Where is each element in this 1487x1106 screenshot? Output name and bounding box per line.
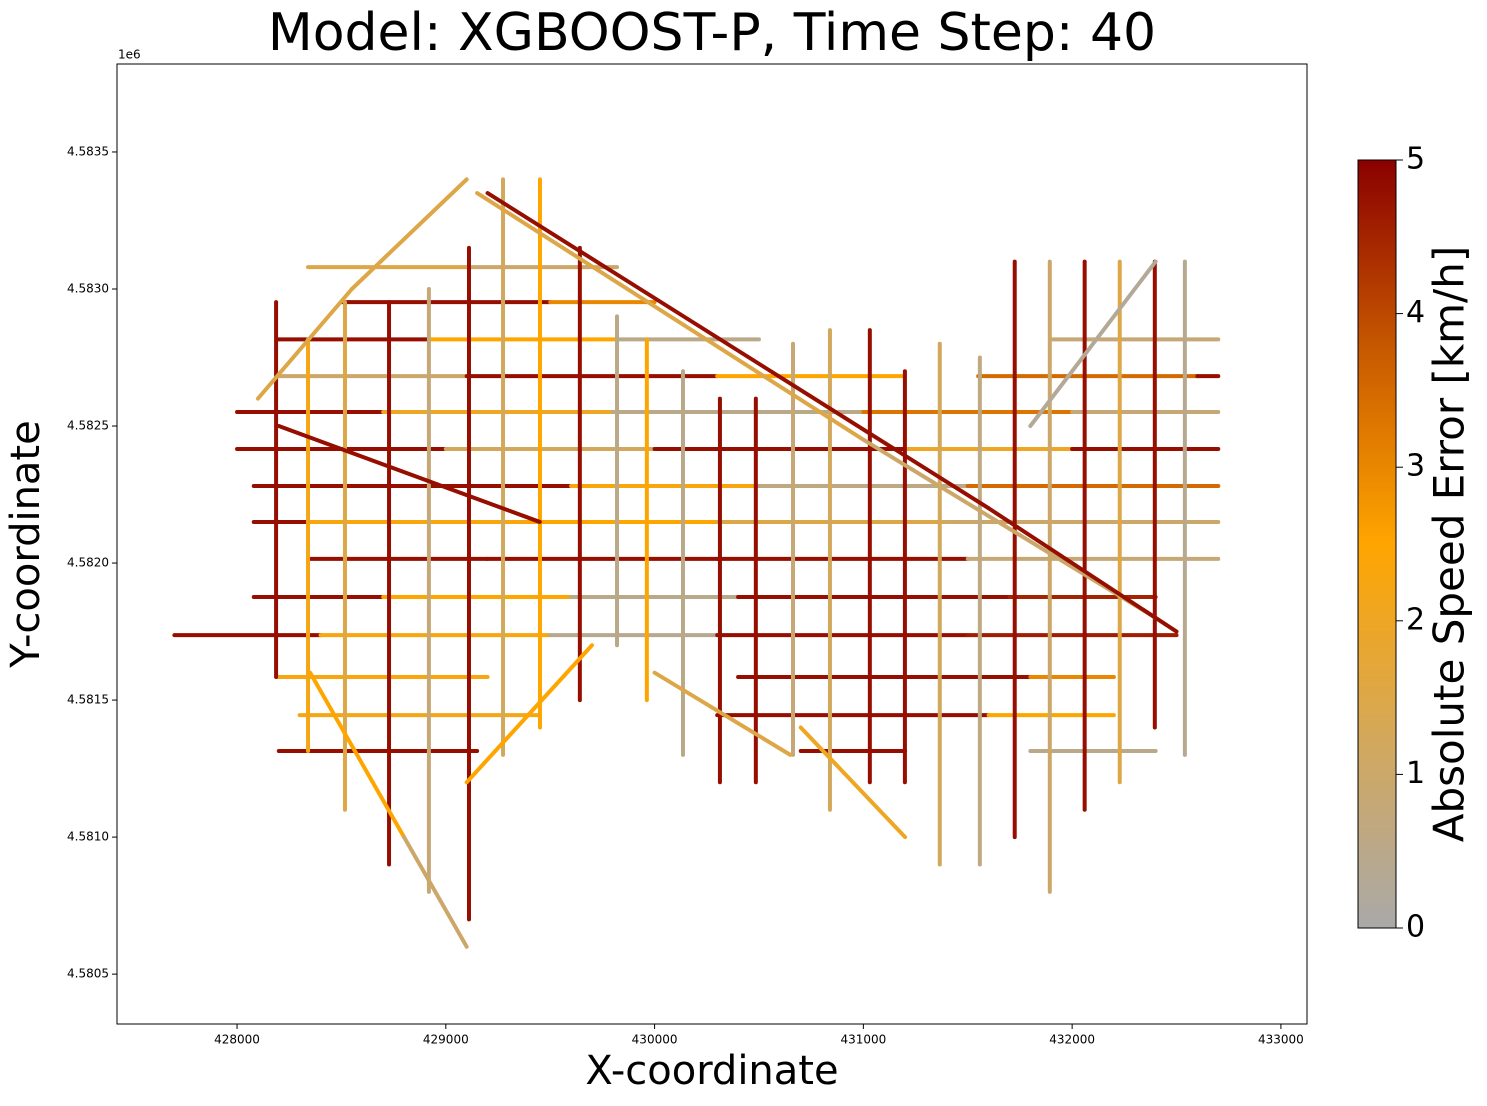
colorbar-tick-label: 4 [1406,295,1425,330]
y-axis-label: Y-coordinate [3,420,49,668]
colorbar-tick-label: 5 [1406,142,1425,177]
y-tick-label: 4.5820 [67,556,109,570]
road-segment [1028,259,1158,429]
x-axis-label: X-coordinate [585,1048,838,1094]
y-tick-label: 4.5815 [67,693,109,707]
colorbar-label: Absolute Speed Error [km/h] [1425,246,1474,842]
y-offset-label: 1e6 [118,48,141,62]
colorbar-tick-label: 3 [1406,449,1425,484]
colorbar [1357,159,1397,929]
road-segment [485,191,991,511]
road-segment [986,506,1179,634]
y-tick-label: 4.5830 [67,281,109,295]
x-tick-label: 429000 [423,1033,469,1047]
x-tick-label: 428000 [214,1033,260,1047]
colorbar-tick-label: 1 [1406,756,1425,791]
x-tick-label: 430000 [632,1033,678,1047]
road-segment [255,286,354,401]
x-tick-label: 431000 [840,1033,886,1047]
road-segment [652,670,793,757]
road-segment [475,191,866,442]
colorbar-tick-label: 2 [1406,602,1425,637]
road-segment [464,643,594,785]
y-tick-label: 4.5825 [67,419,109,433]
chart-title: Model: XGBOOST-P, Time Step: 40 [268,3,1156,63]
road-segment [349,177,469,291]
plot-frame [116,63,1308,1025]
x-tick-label: 433000 [1258,1033,1304,1047]
road-segment [402,835,469,949]
road-segment [276,424,542,524]
y-tick-label: 4.5835 [67,144,109,158]
road-segment [308,670,407,840]
colorbar-tick-label: 0 [1406,910,1425,945]
y-tick-label: 4.5810 [67,830,109,844]
x-tick-label: 432000 [1049,1033,1095,1047]
road-segment [798,725,908,840]
y-tick-label: 4.5805 [67,967,109,981]
